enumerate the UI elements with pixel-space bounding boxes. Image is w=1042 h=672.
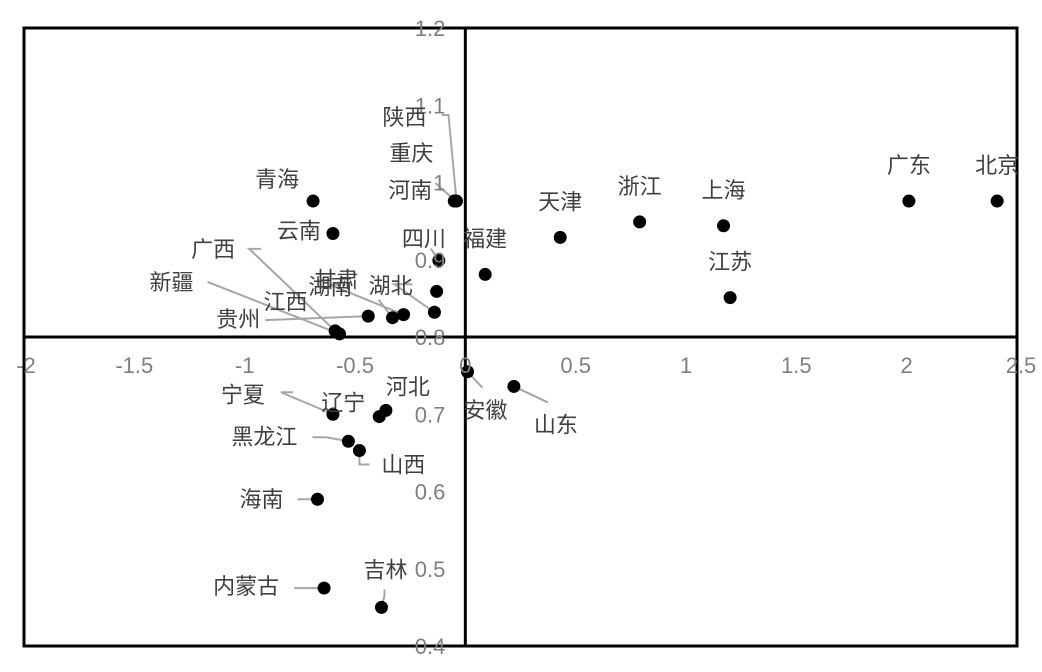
x-tick-label: -0.5 (336, 353, 374, 378)
point-label: 山东 (534, 413, 578, 438)
point-label: 甘肃 (315, 269, 359, 294)
point-label: 吉林 (363, 558, 407, 583)
leader-line (329, 283, 404, 316)
y-tick-label: 0.4 (415, 634, 446, 659)
point-label: 北京 (975, 154, 1019, 179)
tick-labels: -2 -1.5 -1 -0.5 0 0.5 1 1.5 2 2.5 0.4 0.5 0.6 0.7 0.8 0… (16, 16, 1036, 659)
point-label: 广西 (191, 238, 235, 263)
leader-line (391, 283, 436, 314)
point-label: 安徽 (464, 399, 508, 424)
data-point (633, 215, 647, 229)
x-tick-label: 1 (680, 353, 692, 378)
point-label: 天津 (538, 190, 582, 215)
data-point (341, 434, 355, 448)
point-label: 辽宁 (321, 392, 365, 417)
data-point (990, 194, 1004, 208)
data-point (386, 311, 400, 325)
x-tick-label: -1.5 (115, 353, 153, 378)
data-point (507, 379, 521, 393)
x-tick-label: 0 (459, 353, 471, 378)
data-point (902, 194, 916, 208)
data-point (717, 219, 731, 233)
data-point (432, 254, 446, 268)
data-point (361, 309, 375, 323)
point-label: 江西 (264, 291, 308, 316)
leader-line (441, 114, 458, 202)
data-point (352, 444, 366, 458)
y-tick-label: 0.6 (415, 480, 446, 505)
data-point (372, 410, 386, 424)
data-point (326, 407, 340, 421)
point-label: 内蒙古 (213, 575, 279, 600)
point-label: 新疆 (150, 271, 194, 296)
point-label: 山西 (381, 454, 425, 479)
x-tick-label: 2.5 (1006, 353, 1037, 378)
y-tick-label: 0.5 (415, 557, 446, 582)
x-tick-label: -1 (235, 353, 255, 378)
point-label: 上海 (702, 179, 746, 204)
leader-line (246, 247, 336, 332)
y-tick-label: 0.8 (415, 325, 446, 350)
data-point (397, 308, 411, 322)
point-label: 广东 (887, 154, 931, 179)
x-tick-label: 0.5 (560, 353, 591, 378)
plot-frame (22, 26, 1019, 648)
data-point (374, 600, 388, 614)
data-point (427, 305, 441, 319)
data-point (326, 226, 340, 240)
y-tick-label: 1 (433, 171, 445, 196)
leader-line (265, 315, 369, 322)
point-label: 云南 (277, 219, 321, 244)
x-tick-label: 1.5 (781, 353, 812, 378)
point-label: 湖南 (308, 275, 352, 300)
data-point (317, 581, 331, 595)
point-label: 宁夏 (221, 383, 265, 408)
data-point (333, 327, 347, 341)
data-points (306, 194, 1004, 614)
data-point (430, 284, 444, 298)
data-point (723, 291, 737, 305)
point-label: 河南 (388, 179, 432, 204)
point-label: 湖北 (369, 274, 413, 299)
leader-line (280, 391, 334, 416)
leader-line (312, 436, 349, 443)
point-label: 福建 (463, 227, 507, 252)
point-label: 江苏 (708, 251, 752, 276)
y-tick-label: 0.9 (415, 248, 446, 273)
point-label: 浙江 (618, 175, 662, 200)
y-tick-label: 1.1 (415, 93, 446, 118)
data-point (461, 365, 475, 379)
point-label: 陕西 (382, 106, 426, 131)
x-tick-label: -2 (16, 353, 36, 378)
data-point (306, 194, 320, 208)
data-point (310, 492, 324, 506)
point-label: 黑龙江 (231, 425, 297, 450)
data-point (553, 230, 567, 244)
data-point (447, 194, 461, 208)
y-tick-label: 0.7 (415, 402, 446, 427)
point-label: 重庆 (389, 142, 433, 167)
point-label: 海南 (239, 488, 283, 513)
leader-line (207, 280, 340, 335)
point-label: 四川 (402, 228, 446, 253)
point-label: 青海 (255, 168, 299, 193)
y-tick-label: 1.2 (415, 16, 446, 41)
point-label: 贵州 (216, 308, 260, 333)
data-point (478, 267, 492, 281)
point-label: 河北 (386, 375, 430, 400)
x-tick-label: 2 (901, 353, 913, 378)
